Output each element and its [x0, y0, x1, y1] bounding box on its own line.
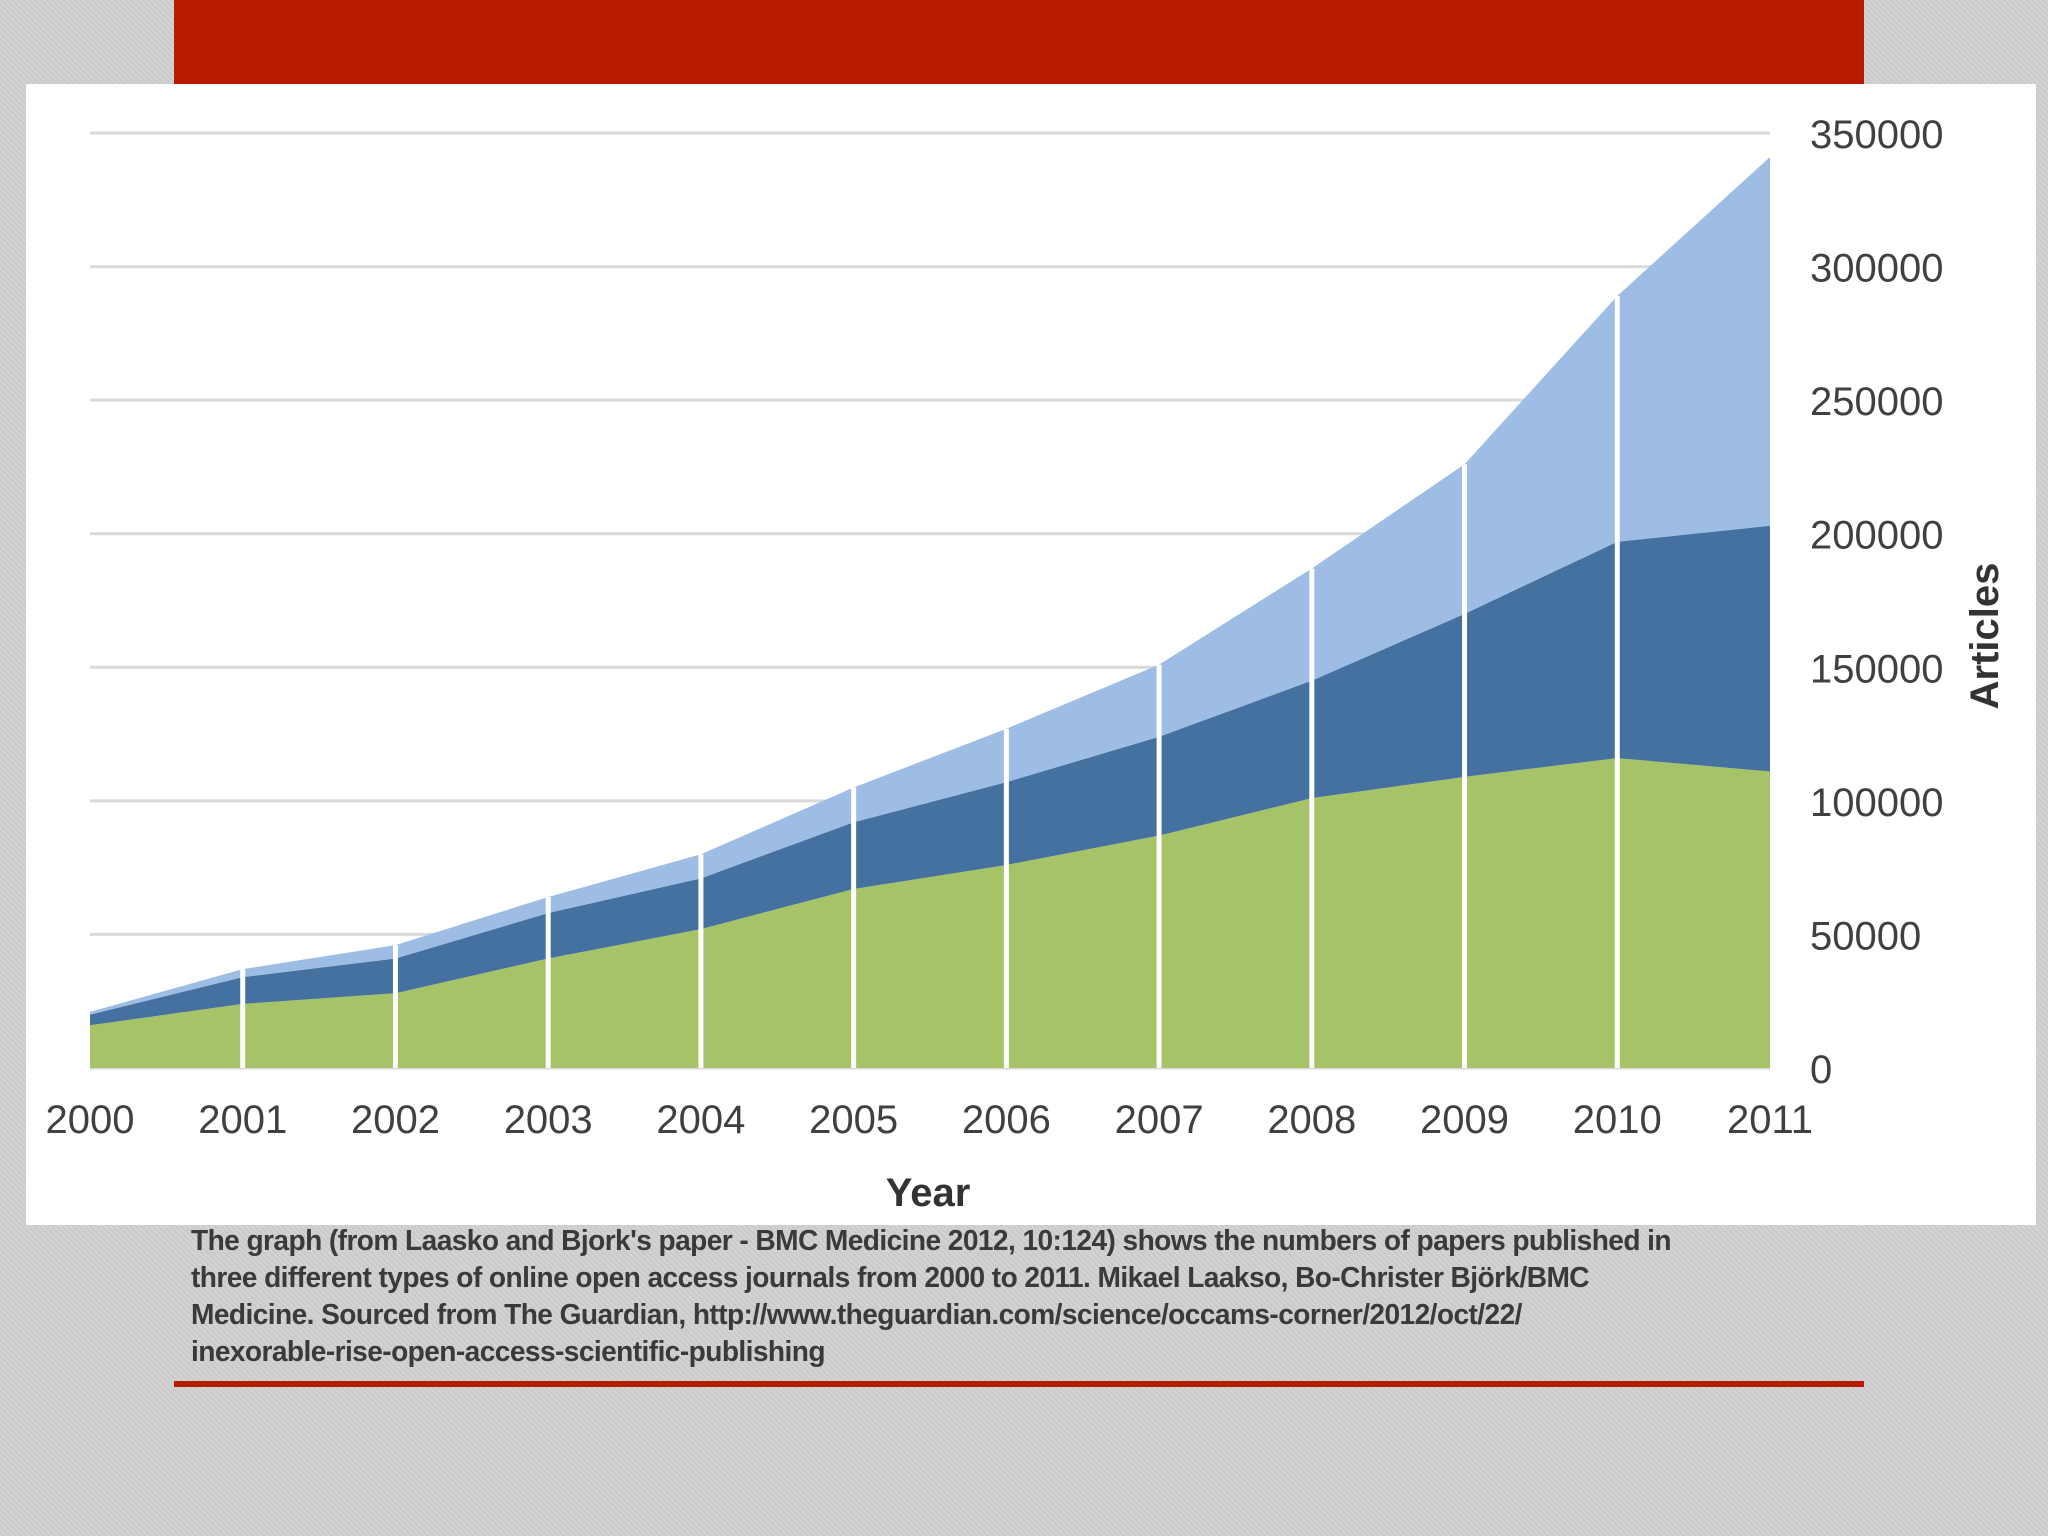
caption-line-4: inexorable-rise-open-access-scientific-p…: [191, 1336, 826, 1368]
y-tick-label: 350000: [1810, 113, 1943, 157]
y-tick-label: 250000: [1810, 380, 1943, 424]
x-tick-label: 2009: [1420, 1098, 1509, 1142]
x-tick-label: 2000: [46, 1098, 135, 1142]
y-tick-label: 100000: [1810, 781, 1943, 825]
x-tick-label: 2011: [1727, 1098, 1813, 1142]
caption-line-2: three different types of online open acc…: [191, 1262, 1590, 1294]
y-tick-label: 150000: [1810, 647, 1943, 691]
top-accent-bar: [174, 0, 1864, 84]
x-tick-label: 2006: [962, 1098, 1051, 1142]
y-tick-label: 300000: [1810, 247, 1943, 291]
caption-line-1: The graph (from Laasko and Bjork's paper…: [191, 1225, 1672, 1257]
y-tick-label: 50000: [1810, 914, 1921, 958]
area-series-2: [90, 525, 1770, 1026]
x-tick-label: 2001: [198, 1098, 287, 1142]
x-tick-label: 2002: [351, 1098, 440, 1142]
y-axis-title: Articles: [1963, 563, 2007, 710]
x-tick-label: 2010: [1573, 1098, 1662, 1142]
x-tick-label: 2005: [809, 1098, 898, 1142]
y-tick-label: 0: [1810, 1048, 1832, 1092]
x-tick-label: 2003: [504, 1098, 593, 1142]
chart-panel: 0 50000 100000 150000 200000 250000 300000 3500…: [26, 84, 2036, 1225]
x-tick-label: 2004: [656, 1098, 745, 1142]
x-axis-title: Year: [886, 1171, 971, 1215]
x-tick-label: 2007: [1115, 1098, 1204, 1142]
x-tick-label: 2008: [1267, 1098, 1356, 1142]
stacked-area-chart: 0 50000 100000 150000 200000 250000 300000 3500…: [46, 113, 2007, 1215]
area-series-1: [90, 758, 1770, 1068]
figure-caption: The graph (from Laasko and Bjork's paper…: [191, 1223, 1672, 1371]
y-tick-label: 200000: [1810, 514, 1943, 558]
area-series-3: [90, 157, 1770, 1015]
bottom-accent-rule: [174, 1381, 1864, 1387]
caption-line-3: Medicine. Sourced from The Guardian, htt…: [191, 1299, 1522, 1331]
